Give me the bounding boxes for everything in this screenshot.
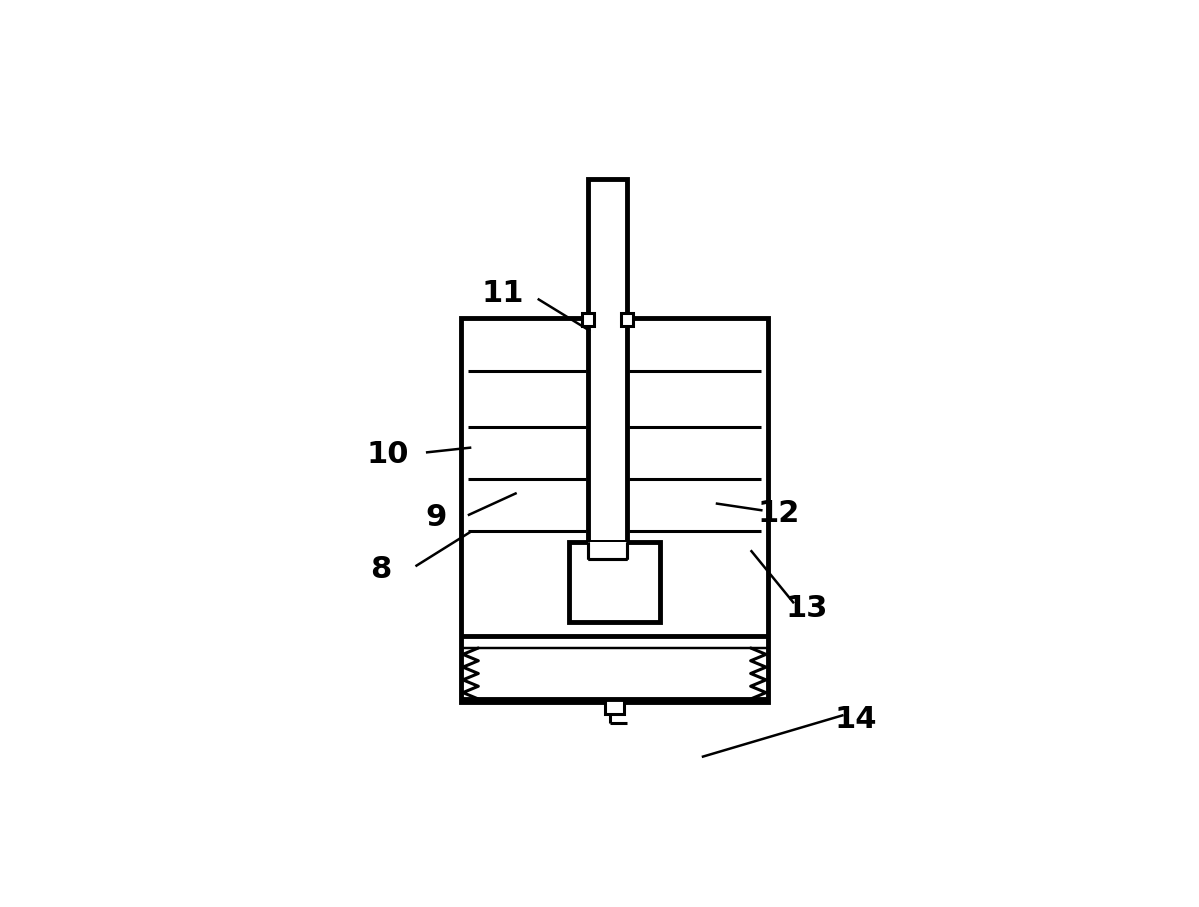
Text: 12: 12 [758,500,800,529]
Bar [588,541,627,560]
Text: 13: 13 [785,594,827,623]
Text: 10: 10 [366,440,409,469]
Text: 14: 14 [835,706,876,735]
Bar [570,541,659,622]
Text: 9: 9 [426,502,447,532]
Bar [460,318,769,702]
Bar [621,313,633,326]
Text: 8: 8 [370,555,391,584]
Bar [604,699,625,715]
Bar [588,179,627,541]
Bar [582,313,595,326]
Text: 11: 11 [482,279,524,308]
